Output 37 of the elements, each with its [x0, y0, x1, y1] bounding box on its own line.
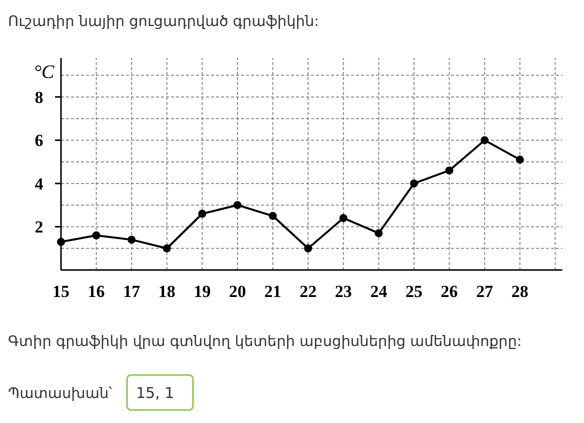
y-tick-label: 8 [34, 88, 44, 107]
x-tick-label: 19 [194, 282, 211, 301]
x-tick-label: 16 [88, 282, 105, 301]
point [516, 156, 524, 164]
point [268, 212, 277, 220]
x-tick-label: 18 [158, 282, 176, 301]
point [92, 231, 100, 240]
point [304, 244, 312, 252]
text: Գտիր գրաֆիկի վրա գտնվող կետերի աբսցիսներից ամենափոքրը: [8, 334, 522, 350]
x-tick-label: 26 [440, 282, 458, 301]
x-tick-label: 25 [406, 282, 422, 301]
answer-field: 15, 1 [126, 374, 194, 411]
chart-title: Ուշադիր նայիր ցուցադրված գրաֆիկին: [8, 14, 320, 30]
point [128, 236, 136, 244]
point [234, 201, 242, 210]
point [198, 210, 206, 218]
y-tick-label: 4 [34, 174, 44, 194]
x-tick-label: 23 [334, 282, 352, 301]
y-axis-title: °C [34, 62, 54, 83]
point [162, 244, 171, 252]
y-tick-label: 6 [34, 131, 44, 150]
point [480, 136, 489, 144]
x-tick-label: 20 [229, 282, 246, 301]
x-tick-label: 24 [370, 282, 388, 301]
x-tick-label: 21 [264, 282, 282, 301]
point [374, 229, 383, 238]
x-tick-label: 15 [52, 282, 70, 301]
x-tick-label: 28 [511, 282, 528, 301]
y-tick-label: 2 [34, 218, 44, 237]
x-tick-label: 22 [300, 282, 317, 301]
text: Պատասխան՝ [8, 386, 113, 402]
point [339, 214, 348, 222]
point [410, 179, 418, 188]
x-tick-label: 17 [123, 282, 141, 301]
x-tick-label: 27 [476, 282, 494, 301]
point [57, 238, 65, 246]
point [445, 166, 454, 174]
